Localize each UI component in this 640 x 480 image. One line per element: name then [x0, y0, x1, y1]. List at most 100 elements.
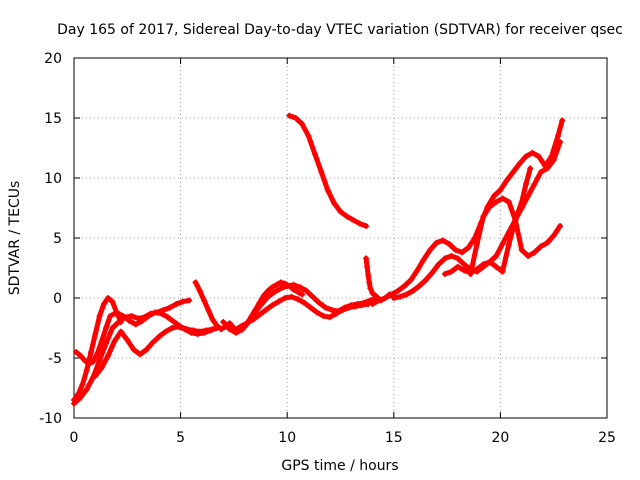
data-point [152, 309, 159, 316]
series-arc-10 [369, 117, 566, 307]
grid-lines [74, 58, 607, 418]
data-point [81, 357, 88, 364]
data-point [531, 181, 538, 187]
data-point [303, 287, 310, 294]
data-point [467, 271, 474, 277]
data-point [486, 203, 493, 210]
data-point [220, 319, 227, 325]
series-trail [71, 295, 124, 403]
data-point [188, 329, 195, 336]
data-point [111, 338, 118, 345]
data-point [107, 313, 114, 319]
data-point [71, 400, 77, 407]
data-point [181, 326, 188, 333]
series-arc-4 [92, 323, 220, 379]
data-point [269, 302, 276, 309]
data-point [230, 327, 237, 334]
data-point [448, 253, 455, 259]
data-point [358, 302, 365, 309]
data-point [162, 328, 169, 335]
data-point [522, 153, 529, 160]
data-point [262, 307, 269, 313]
data-point [409, 287, 416, 294]
series-arc-8 [286, 112, 370, 229]
data-series [71, 112, 566, 407]
data-point [441, 271, 448, 277]
data-point [284, 283, 291, 289]
data-point [465, 244, 472, 251]
data-point [382, 295, 389, 301]
data-point [102, 340, 109, 347]
data-point [486, 259, 493, 265]
data-point [237, 323, 244, 330]
series-trail [369, 117, 565, 307]
data-point [454, 255, 461, 262]
data-point [433, 239, 440, 246]
data-point [143, 346, 150, 353]
data-point [166, 304, 173, 311]
data-point [403, 291, 410, 298]
data-point [115, 319, 122, 325]
data-point [79, 381, 86, 388]
data-point [100, 301, 107, 307]
data-point [544, 165, 551, 172]
data-point [497, 187, 504, 193]
data-point [537, 243, 544, 250]
data-point [510, 169, 517, 175]
data-point [422, 277, 429, 283]
data-point [328, 307, 335, 313]
data-point [407, 277, 414, 283]
data-point [367, 297, 374, 304]
data-point [441, 255, 448, 262]
y-tick-label: 20 [44, 51, 62, 67]
x-tick-label: 15 [385, 430, 403, 446]
data-point [320, 313, 327, 319]
data-point [85, 361, 92, 367]
data-point [117, 328, 124, 335]
data-point [446, 241, 453, 247]
data-point [149, 339, 156, 346]
data-point [164, 314, 171, 321]
data-point [322, 304, 329, 311]
data-point [265, 287, 272, 294]
data-point [299, 121, 306, 127]
data-point [90, 358, 97, 365]
data-point [473, 241, 480, 247]
data-point [269, 284, 276, 291]
data-point [480, 213, 487, 220]
data-point [201, 329, 208, 336]
data-point [364, 263, 371, 270]
data-point [96, 313, 103, 319]
data-point [491, 193, 498, 199]
data-point [77, 394, 84, 401]
data-point [130, 346, 137, 353]
data-point [273, 281, 280, 288]
data-point [324, 187, 331, 193]
chart-title: Day 165 of 2017, Sidereal Day-to-day VTE… [57, 22, 623, 38]
data-point [124, 337, 131, 343]
data-point [96, 357, 103, 364]
data-point [275, 298, 282, 305]
data-point [516, 160, 523, 167]
data-point [196, 287, 203, 294]
data-point [388, 291, 395, 298]
x-tick-label: 10 [278, 430, 296, 446]
data-point [179, 298, 186, 305]
data-point [337, 208, 344, 215]
data-point [559, 117, 566, 124]
data-point [435, 261, 442, 268]
data-point [499, 195, 506, 202]
data-point [83, 367, 90, 373]
data-point [252, 309, 259, 316]
data-point [375, 297, 382, 304]
y-tick-label: -10 [39, 411, 62, 427]
data-point [346, 304, 353, 311]
data-point [156, 333, 163, 340]
data-point [277, 285, 284, 292]
data-point [414, 267, 421, 274]
data-point [294, 296, 301, 303]
data-point [503, 177, 510, 184]
data-point [290, 281, 297, 288]
x-axis-label: GPS time / hours [281, 458, 398, 474]
data-point [461, 267, 468, 274]
